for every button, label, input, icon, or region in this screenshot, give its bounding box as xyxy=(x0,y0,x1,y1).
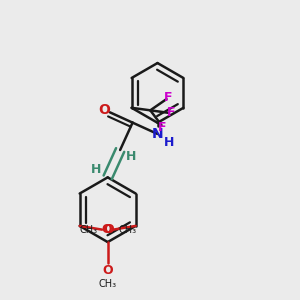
Text: CH₃: CH₃ xyxy=(99,279,117,290)
Text: O: O xyxy=(98,103,110,117)
Text: F: F xyxy=(164,92,172,104)
Text: O: O xyxy=(102,265,113,278)
Text: CH₃: CH₃ xyxy=(79,225,97,235)
Text: O: O xyxy=(101,223,112,236)
Text: H: H xyxy=(164,136,174,149)
Text: F: F xyxy=(167,106,175,119)
Text: O: O xyxy=(103,223,114,236)
Text: H: H xyxy=(91,164,102,176)
Text: H: H xyxy=(126,150,136,163)
Text: N: N xyxy=(152,127,163,141)
Text: CH₃: CH₃ xyxy=(118,225,136,235)
Text: F: F xyxy=(158,121,166,134)
